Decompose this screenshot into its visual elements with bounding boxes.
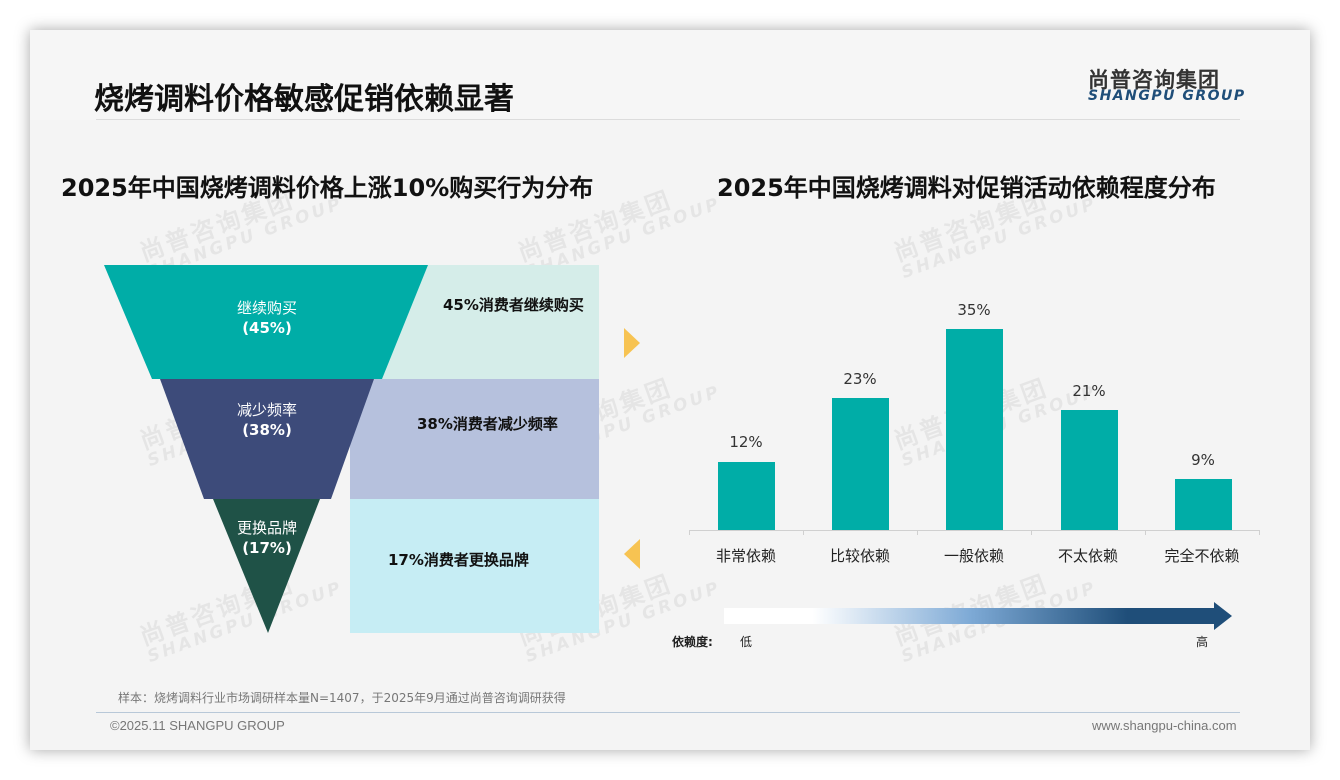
footer-divider (96, 712, 1240, 713)
dependency-scale-high: 高 (1196, 635, 1209, 649)
axis-tick (803, 530, 804, 535)
funnel-chart (104, 265, 428, 633)
funnel-annotation-continue: 45%消费者继续购买 (443, 296, 584, 314)
bar-not-dependent (1175, 479, 1232, 530)
bar-value-label: 9% (1191, 451, 1215, 469)
funnel-annotation-switch: 17%消费者更换品牌 (388, 551, 529, 569)
funnel-label-continue: 继续购买 (45%) (236, 299, 297, 337)
dependency-scale-low: 低 (740, 635, 753, 649)
logo-english: SHANGPU GROUP (1088, 88, 1246, 104)
bar-slightly-dependent (1061, 410, 1118, 530)
funnel-chart-title: 2025年中国烧烤调料价格上涨10%购买行为分布 (61, 174, 594, 202)
dependency-scale-arrow (724, 602, 1232, 630)
bar-chart-title: 2025年中国烧烤调料对促销活动依赖程度分布 (717, 174, 1216, 202)
axis-tick (1031, 530, 1032, 535)
website-link[interactable]: www.shangpu-china.com (1092, 718, 1237, 733)
funnel-label-reduce: 减少频率 (38%) (236, 401, 297, 439)
slide: 尚普咨询集团 SHANGPU GROUP 尚普咨询集团 SHANGPU GROUP … (30, 30, 1310, 750)
x-axis (689, 530, 1259, 531)
dependency-scale-title: 依赖度: (672, 635, 713, 649)
funnel-label-switch: 更换品牌 (17%) (236, 519, 297, 557)
funnel-annotation-reduce: 38%消费者减少频率 (417, 415, 558, 433)
funnel-segment-reduce (160, 379, 374, 499)
bar-very-dependent (718, 462, 775, 530)
copyright: ©2025.11 SHANGPU GROUP (110, 718, 285, 733)
arrow-right-icon (624, 328, 640, 358)
arrow-left-icon (624, 539, 640, 569)
funnel-band-reduce (350, 379, 599, 499)
axis-tick (1259, 530, 1260, 535)
bar-value-label: 12% (729, 433, 763, 451)
bar-value-label: 21% (1072, 382, 1106, 400)
category-label: 完全不依赖 (1164, 547, 1240, 565)
category-label: 不太依赖 (1057, 547, 1118, 565)
bar-moderately-dependent (946, 329, 1003, 530)
funnel-band-switch (350, 499, 599, 633)
funnel-segment-continue (104, 265, 428, 379)
bar-value-label: 23% (843, 370, 877, 388)
category-label: 一般依赖 (943, 547, 1004, 565)
page-title: 烧烤调料价格敏感促销依赖显著 (94, 82, 514, 117)
funnel-segment-switch (213, 499, 320, 633)
bar-fairly-dependent (832, 398, 889, 530)
header-band (30, 30, 1310, 120)
axis-tick (1145, 530, 1146, 535)
axis-tick (689, 530, 690, 535)
category-label: 非常依赖 (715, 547, 776, 565)
axis-tick (917, 530, 918, 535)
category-label: 比较依赖 (829, 547, 890, 565)
bar-value-label: 35% (957, 301, 991, 319)
title-divider (96, 119, 1240, 120)
logo-chinese: 尚普咨询集团 (1088, 68, 1220, 92)
sample-note: 样本：烧烤调料行业市场调研样本量N=1407，于2025年9月通过尚普咨询调研获… (118, 691, 566, 705)
